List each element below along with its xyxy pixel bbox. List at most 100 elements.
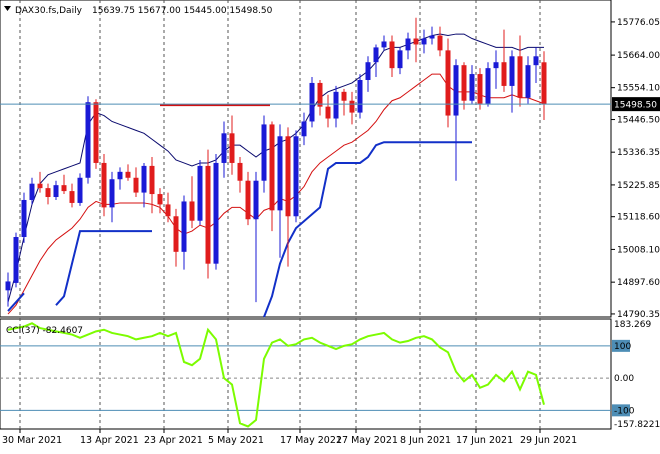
candle-body (437, 35, 443, 51)
candle-body (45, 188, 51, 198)
price-tick-label: 15446.50 (617, 116, 660, 126)
candle-body (413, 38, 419, 45)
candle-body (69, 191, 75, 203)
price-tick-label: 15008.10 (617, 245, 660, 255)
time-tick-label: 23 Apr 2021 (144, 435, 203, 446)
candle-body (21, 199, 27, 238)
candle-body (109, 179, 115, 208)
support-line (55, 230, 152, 306)
cci-axis-label: 0.00 (614, 374, 634, 384)
price-panel (0, 0, 612, 318)
candle-body (85, 102, 91, 178)
candle-body (261, 124, 267, 181)
candle-body (237, 162, 243, 181)
candle-body (309, 82, 315, 122)
candle-body (149, 165, 155, 195)
candle-body (445, 50, 451, 116)
current-price-badge (612, 97, 660, 112)
cci-level-badge (612, 404, 630, 417)
candle-body (293, 136, 299, 217)
candle-body (221, 133, 227, 163)
candle-body (533, 56, 539, 66)
current-price-label: 15498.50 (614, 101, 657, 111)
candle-body (469, 74, 475, 101)
cci-axis-label: -100 (614, 406, 635, 416)
candle-body (189, 201, 195, 221)
cci-line (7, 322, 545, 428)
candle-body (29, 183, 35, 200)
candle-body (389, 41, 395, 69)
price-tick-label: 15554.10 (617, 84, 660, 94)
cci-label: CCI(37) -82.4607 (6, 326, 83, 336)
candle-body (141, 165, 147, 193)
candle-body (397, 50, 403, 69)
candle-body (453, 65, 459, 116)
price-tick-label: 15118.60 (617, 213, 660, 223)
time-tick-label: 30 Mar 2021 (2, 435, 62, 446)
candle-body (541, 62, 547, 105)
candle-body (13, 237, 19, 283)
indicator-panel (0, 318, 612, 430)
time-tick-label: 27 May 2021 (336, 435, 398, 446)
price-axis: 15776.05 15664.00 15554.10 15446.50 15336.35… (0, 18, 660, 320)
candle-body (125, 171, 131, 178)
symbol-title: DAX30.fs,Daily (15, 6, 83, 16)
candle-body (357, 79, 363, 113)
candle-body (253, 180, 259, 220)
candle-body (509, 56, 515, 86)
candle-body (525, 65, 531, 98)
time-tick-label: 29 Jun 2021 (520, 435, 577, 446)
candle-body (477, 74, 483, 104)
price-tick-label: 15225.85 (617, 181, 660, 191)
price-tick-label: 15776.05 (617, 18, 660, 28)
candle-body (277, 136, 283, 211)
price-tick-label: 14897.60 (617, 278, 660, 288)
candle-body (117, 171, 123, 180)
candle-body (165, 204, 171, 217)
candle-body (373, 47, 379, 63)
cci-axis-label: 183.269 (614, 320, 651, 330)
candle-body (213, 162, 219, 264)
candle-body (205, 165, 211, 264)
cci-level-badge (612, 339, 630, 352)
candle-body (381, 41, 387, 48)
candle-body (301, 121, 307, 137)
candle-body (77, 177, 83, 203)
candle-body (133, 177, 139, 193)
cci-level-lines (0, 345, 611, 411)
candle-body (157, 194, 163, 205)
candle-body (461, 65, 467, 101)
candle-body (101, 162, 107, 208)
candle-body (53, 185, 59, 198)
time-axis: 30 Mar 2021 13 Apr 2021 23 Apr 2021 5 May 2… (2, 429, 577, 446)
candle-body (341, 91, 347, 101)
candle-body (493, 62, 499, 69)
price-tick-label: 15664.00 (617, 51, 660, 61)
time-tick-label: 5 May 2021 (208, 435, 264, 446)
candle-body (285, 136, 291, 217)
candle-body (245, 180, 251, 220)
candles (5, 17, 547, 307)
candle-body (325, 106, 331, 119)
candle-body (421, 38, 427, 45)
candle-body (93, 102, 99, 163)
candle-body (405, 38, 411, 51)
candle-body (485, 68, 491, 104)
candle-body (181, 201, 187, 252)
candle-body (517, 56, 523, 98)
candle-body (229, 133, 235, 163)
candle-body (349, 100, 355, 113)
candle-body (37, 183, 43, 189)
candle-body (317, 82, 323, 107)
candle-body (333, 91, 339, 119)
cci-series (7, 322, 545, 428)
time-tick-label: 17 May 2021 (280, 435, 342, 446)
candle-body (197, 165, 203, 221)
dropdown-triangle-icon[interactable] (4, 6, 11, 11)
time-tick-label: 8 Jun 2021 (400, 435, 451, 446)
price-tick-label: 15336.35 (617, 148, 660, 158)
candle-body (429, 35, 435, 39)
ohlc-readout: 15639.75 15677.00 15445.00 15498.50 (92, 6, 273, 16)
